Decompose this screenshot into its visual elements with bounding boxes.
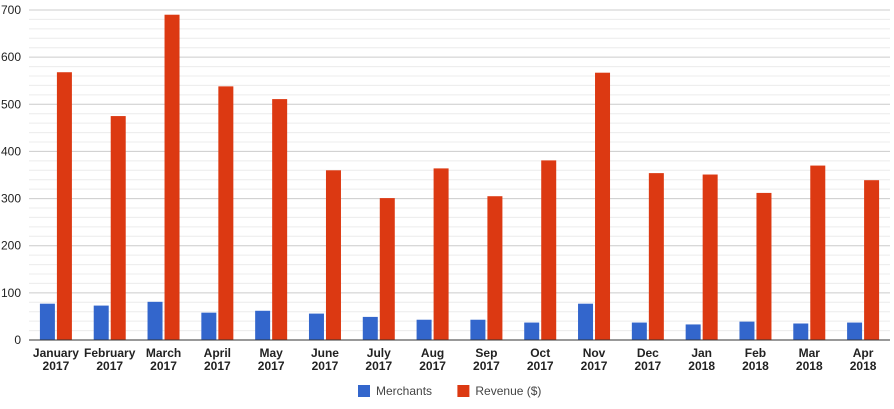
x-tick-label: January 2017	[33, 346, 79, 373]
x-tick-label: Dec 2017	[634, 346, 661, 373]
legend-label: Revenue ($)	[475, 384, 541, 398]
bar-revenue-4[interactable]	[272, 99, 288, 340]
x-tick-label: Nov 2017	[581, 346, 608, 373]
bar-revenue-10[interactable]	[595, 72, 611, 340]
bar-merchants-9[interactable]	[524, 322, 540, 340]
legend-item-merchants[interactable]: Merchants	[358, 384, 432, 398]
bar-merchants-2[interactable]	[147, 301, 163, 340]
x-tick-label: June 2017	[311, 346, 339, 373]
bar-merchants-14[interactable]	[793, 323, 809, 341]
legend-item-revenue[interactable]: Revenue ($)	[457, 384, 541, 398]
bar-merchants-1[interactable]	[93, 305, 109, 340]
x-tick-label: Mar 2018	[796, 346, 823, 373]
x-tick-label: March 2017	[146, 346, 181, 373]
bar-revenue-0[interactable]	[56, 72, 72, 340]
bar-merchants-15[interactable]	[847, 322, 863, 340]
y-tick-label: 700	[1, 3, 21, 17]
bar-merchants-8[interactable]	[470, 319, 486, 340]
y-tick-label: 600	[1, 50, 21, 64]
bar-revenue-5[interactable]	[325, 170, 341, 340]
bar-revenue-6[interactable]	[379, 198, 395, 340]
bar-merchants-5[interactable]	[308, 313, 324, 340]
y-tick-label: 500	[1, 97, 21, 111]
bar-merchants-3[interactable]	[201, 312, 217, 340]
x-tick-label: Aug 2017	[419, 346, 446, 373]
bar-merchants-11[interactable]	[631, 322, 647, 340]
bar-merchants-12[interactable]	[685, 324, 701, 340]
x-tick-label: Jan 2018	[688, 346, 715, 373]
x-tick-label: Oct 2017	[527, 346, 554, 373]
x-tick-label: February 2017	[84, 346, 136, 373]
bar-revenue-2[interactable]	[164, 14, 180, 340]
x-tick-label: April 2017	[204, 346, 231, 373]
x-tick-label: Feb 2018	[742, 346, 769, 373]
bar-merchants-6[interactable]	[362, 316, 378, 340]
legend-swatch	[358, 385, 370, 397]
bar-revenue-11[interactable]	[648, 173, 664, 340]
x-tick-label: July 2017	[365, 346, 392, 373]
bar-revenue-7[interactable]	[433, 168, 449, 340]
y-tick-label: 100	[1, 286, 21, 300]
bar-merchants-0[interactable]	[39, 303, 55, 340]
x-tick-label: May 2017	[258, 346, 285, 373]
y-tick-label: 300	[1, 192, 21, 206]
bar-revenue-9[interactable]	[541, 160, 557, 340]
y-tick-label: 400	[1, 144, 21, 158]
y-tick-label: 0	[14, 333, 21, 347]
bar-revenue-8[interactable]	[487, 196, 503, 340]
y-axis-ticks: 0 100 200 300 400 500 600 700	[1, 3, 21, 347]
bar-merchants-4[interactable]	[255, 310, 271, 340]
bar-revenue-12[interactable]	[702, 174, 718, 340]
bar-revenue-13[interactable]	[756, 192, 772, 340]
bar-revenue-1[interactable]	[110, 116, 126, 340]
bar-merchants-10[interactable]	[578, 303, 594, 340]
legend-swatch	[457, 385, 470, 397]
x-tick-label: Sep 2017	[473, 346, 500, 373]
bars	[39, 14, 880, 341]
bar-merchants-13[interactable]	[739, 321, 755, 340]
y-tick-label: 200	[1, 239, 21, 253]
legend-label: Merchants	[376, 384, 432, 398]
bar-revenue-15[interactable]	[864, 180, 880, 340]
bar-revenue-3[interactable]	[218, 86, 234, 340]
bar-merchants-7[interactable]	[416, 319, 432, 340]
legend[interactable]: Merchants Revenue ($)	[358, 384, 541, 398]
x-tick-label: Apr 2018	[850, 346, 877, 373]
bar-revenue-14[interactable]	[810, 165, 826, 340]
